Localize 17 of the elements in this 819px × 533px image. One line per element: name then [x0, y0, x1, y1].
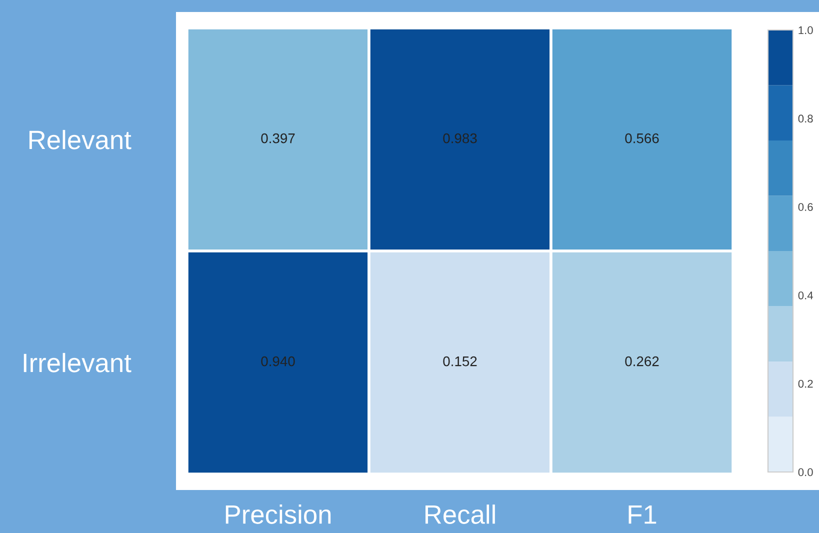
color-bar-label: 1.0 — [798, 26, 813, 34]
y-tick-label: Relevant — [29, 130, 132, 150]
data-label: 0.152 — [443, 356, 477, 366]
color-bar-label: 0.8 — [798, 114, 813, 123]
data-label: 0.566 — [625, 133, 659, 144]
x-tick-label: Recall — [426, 504, 495, 524]
data-label: 0.983 — [443, 133, 477, 144]
color-bar-label: 0.6 — [798, 203, 813, 211]
y-tick-label: Irrelevant — [24, 352, 132, 372]
x-tick-label: F1 — [628, 506, 656, 524]
color-bar-label: 0.4 — [798, 291, 813, 300]
color-bar-label: 0.0 — [798, 468, 813, 476]
x-tick-label: Precision — [226, 504, 331, 524]
color-bar-label: 0.2 — [798, 380, 813, 388]
data-label: 0.940 — [261, 356, 295, 366]
data-label: 0.262 — [625, 356, 659, 366]
data-label: 0.397 — [261, 133, 295, 144]
